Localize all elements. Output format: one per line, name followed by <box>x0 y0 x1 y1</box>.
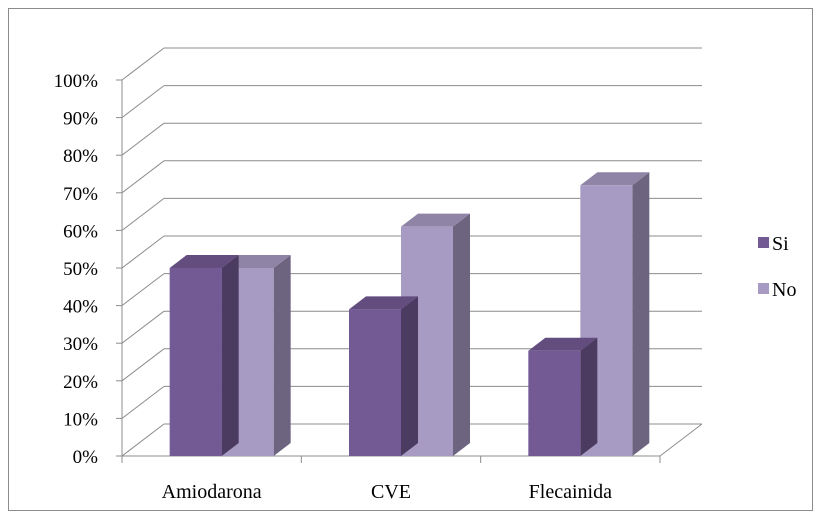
legend-swatch-no <box>758 283 769 294</box>
y-tick-label: 10% <box>63 409 98 430</box>
bar-si <box>169 255 239 456</box>
floor-right-edge <box>659 423 703 457</box>
bar-top-face <box>221 255 291 268</box>
y-axis-tick-labels: 0% 10% 20% 30% 40% 50% 60% 70% 80% 90% 100% <box>54 71 99 468</box>
gridline-side <box>121 235 165 269</box>
bar-top-face <box>169 255 239 268</box>
gridline-side <box>121 85 165 118</box>
legend-label-si: Si <box>772 233 789 255</box>
y-tick-label: 90% <box>63 109 98 130</box>
y-tick-label: 60% <box>63 221 98 242</box>
legend-label-no: No <box>772 279 796 301</box>
x-category-label: Flecainida <box>529 481 612 503</box>
bar-top-face <box>401 213 470 227</box>
y-tick-label: 80% <box>63 146 98 167</box>
gridline-side <box>121 160 165 194</box>
bar-top-face <box>349 296 418 310</box>
gridline-side <box>121 198 165 231</box>
gridline-side <box>121 386 165 419</box>
bar-side-face <box>580 337 598 456</box>
bar-side-face <box>401 296 418 456</box>
gridline-side <box>121 47 165 81</box>
legend-swatch-si <box>758 237 769 248</box>
y-tick-label: 40% <box>63 297 98 318</box>
legend: Si No <box>758 233 796 301</box>
bar-front-face <box>349 309 401 456</box>
gridline-side <box>121 348 165 382</box>
x-category-label: CVE <box>371 481 411 503</box>
y-tick-label: 0% <box>73 447 99 468</box>
bar-front-face <box>169 268 222 456</box>
y-tick-label: 70% <box>63 184 98 205</box>
floor-left-edge <box>121 423 165 457</box>
y-tick-label: 100% <box>54 71 99 92</box>
bar-top-face <box>580 172 650 186</box>
bar-side-face <box>632 172 650 456</box>
x-category-label: Amiodarona <box>162 481 262 503</box>
bar-front-face <box>528 350 581 456</box>
bar-side-face <box>453 213 470 456</box>
bar-si <box>349 296 418 456</box>
bar-side-face <box>221 255 239 456</box>
y-tick-label: 20% <box>63 372 98 393</box>
bar-top-face <box>528 337 598 351</box>
bars <box>169 172 650 456</box>
y-tick-label: 50% <box>63 259 98 280</box>
gridline-side <box>121 273 165 306</box>
gridline-side <box>121 122 165 156</box>
bar-si <box>528 337 598 456</box>
gridline-side <box>121 310 165 344</box>
x-axis-category-labels: Amiodarona CVE Flecainida <box>162 481 612 503</box>
y-tick-label: 30% <box>63 334 98 355</box>
bar-side-face <box>273 255 291 456</box>
